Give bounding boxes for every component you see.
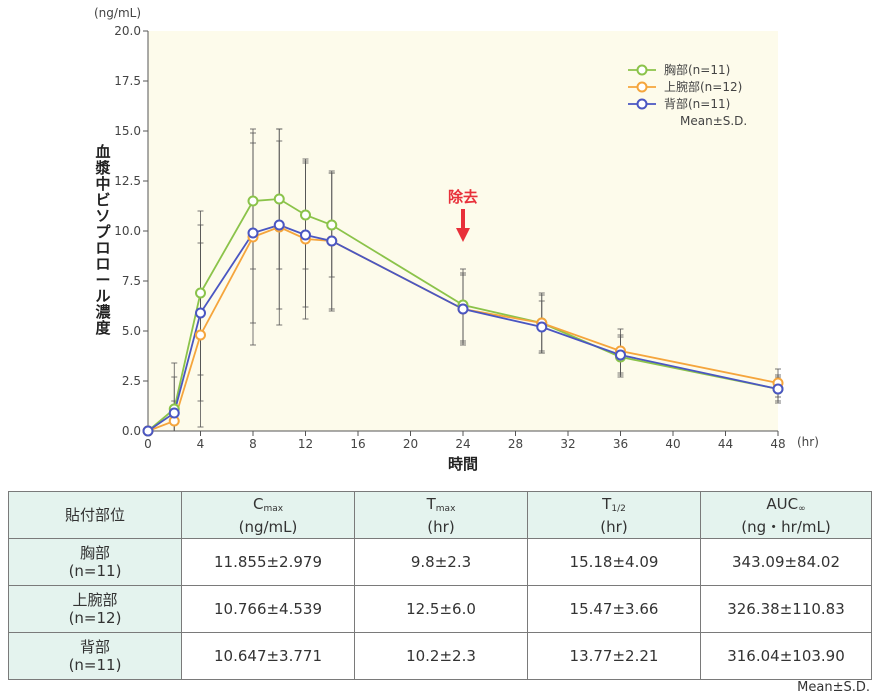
data-point-chest	[195, 287, 206, 299]
header-auc: AUC∞ (ng・hr/mL)	[700, 491, 872, 539]
pk-results-table: 貼付部位 Cmax (ng/mL) Tmax (hr) T1/2 (hr) AUC∞(…	[8, 491, 872, 680]
removal-arrow-head	[456, 228, 470, 242]
table-footer-note: Mean±S.D.	[797, 680, 870, 695]
legend-marker-upper-arm	[636, 81, 648, 93]
data-point-back	[142, 425, 154, 437]
legend-label-chest: 胸部(n=11)	[664, 62, 730, 77]
header-site: 貼付部位	[8, 491, 182, 539]
y-tick-label: 7.5	[122, 274, 141, 288]
header-tmax: Tmax (hr)	[354, 491, 528, 539]
site-cell: 背部 (n=11)	[8, 632, 182, 680]
auc-cell: 316.04±103.90	[700, 632, 872, 680]
x-axis-title: 時間	[448, 455, 478, 473]
data-point-back	[195, 307, 206, 319]
cmax-cell: 10.766±4.539	[181, 585, 355, 633]
x-tick-label: 24	[455, 437, 470, 451]
table-row: 背部 (n=11) 10.647±3.771 10.2±2.3 13.77±2.2…	[8, 632, 872, 680]
legend-label-back: 背部(n=11)	[664, 96, 730, 111]
x-tick-label: 36	[613, 437, 628, 451]
site-cell: 上腕部 (n=12)	[8, 585, 182, 633]
x-tick-label: 4	[197, 437, 205, 451]
x-tick-label: 20	[403, 437, 418, 451]
x-unit-label: (hr)	[797, 435, 819, 449]
y-tick-label: 0.0	[122, 424, 141, 438]
y-tick-label: 10.0	[114, 224, 141, 238]
removal-arrow-shaft	[461, 209, 465, 229]
data-point-back	[247, 227, 259, 239]
auc-cell: 326.38±110.83	[700, 585, 872, 633]
y-unit-label: (ng/mL)	[94, 6, 141, 20]
data-point-chest	[247, 195, 259, 207]
table-row: 上腕部 (n=12) 10.766±4.539 12.5±6.0 15.47±3.…	[8, 585, 872, 633]
cmax-cell: 10.647±3.771	[181, 632, 355, 680]
header-cmax: Cmax (ng/mL)	[181, 491, 355, 539]
data-point-back	[615, 349, 626, 361]
legend-note: Mean±S.D.	[680, 114, 747, 128]
data-point-upper-arm	[195, 329, 206, 341]
legend-marker-chest	[636, 64, 648, 76]
tmax-cell: 12.5±6.0	[354, 585, 528, 633]
table-row: 胸部 (n=11) 11.855±2.979 9.8±2.3 15.18±4.09…	[8, 538, 872, 586]
legend-label-upper-arm: 上腕部(n=12)	[664, 79, 742, 94]
tmax-cell: 10.2±2.3	[354, 632, 528, 680]
x-tick-label: 28	[508, 437, 523, 451]
removal-label: 除去	[448, 188, 478, 206]
x-tick-label: 44	[718, 437, 733, 451]
y-tick-label: 15.0	[114, 124, 141, 138]
header-t-half: T1/2 (hr)	[527, 491, 701, 539]
data-point-chest	[326, 219, 338, 231]
y-tick-label: 20.0	[114, 24, 141, 38]
y-tick-label: 12.5	[114, 174, 141, 188]
data-point-back	[300, 229, 311, 241]
y-tick-label: 5.0	[122, 324, 141, 338]
x-tick-label: 8	[249, 437, 257, 451]
site-cell: 胸部 (n=11)	[8, 538, 182, 586]
data-point-back	[457, 303, 469, 315]
t-half-cell: 15.47±3.66	[527, 585, 701, 633]
t-half-cell: 15.18±4.09	[527, 538, 701, 586]
x-tick-label: 16	[350, 437, 365, 451]
x-tick-label: 32	[560, 437, 575, 451]
data-point-back	[168, 407, 180, 419]
tmax-cell: 9.8±2.3	[354, 538, 528, 586]
y-axis-title: 血漿中ビソプロロール濃度	[94, 143, 111, 337]
cmax-cell: 11.855±2.979	[181, 538, 355, 586]
data-point-chest	[300, 209, 311, 221]
x-tick-label: 12	[298, 437, 313, 451]
y-tick-label: 2.5	[122, 374, 141, 388]
data-point-chest	[273, 193, 285, 205]
data-point-back	[326, 235, 338, 247]
table-header-row: 貼付部位 Cmax (ng/mL) Tmax (hr) T1/2 (hr) AUC∞(…	[8, 491, 872, 539]
y-tick-label: 17.5	[114, 74, 141, 88]
x-tick-label: 0	[144, 437, 152, 451]
legend-marker-back	[636, 98, 648, 110]
auc-cell: 343.09±84.02	[700, 538, 872, 586]
data-point-back	[273, 219, 285, 231]
t-half-cell: 13.77±2.21	[527, 632, 701, 680]
x-tick-label: 48	[770, 437, 785, 451]
data-point-back	[536, 321, 548, 333]
data-point-back	[772, 383, 784, 395]
pk-line-chart: (ng/mL) (hr) 時間 血漿中ビソプロロール濃度 0.0 2.5 5.0 7.…	[94, 6, 819, 473]
x-tick-label: 40	[665, 437, 680, 451]
